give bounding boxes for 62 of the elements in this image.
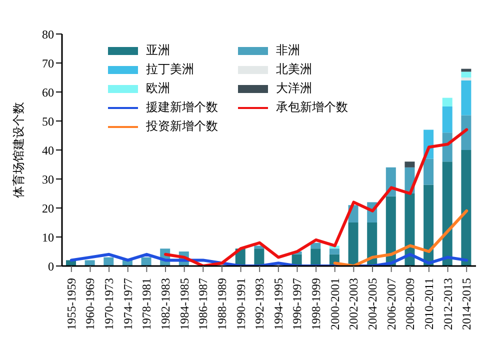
y-tick-label: 60 (42, 85, 54, 100)
x-tick-label: 1978-1981 (140, 278, 154, 330)
bar (310, 248, 321, 266)
bar (348, 222, 358, 266)
bar (461, 80, 472, 116)
x-tick-label: 1970-1973 (102, 278, 116, 330)
bar (254, 248, 264, 266)
legend-label: 北美洲 (276, 61, 312, 78)
y-tick-label: 70 (42, 56, 54, 70)
legend-label: 承包新增个数 (276, 99, 348, 116)
bar (442, 106, 452, 133)
x-tick-label: 1990-1991 (234, 278, 248, 330)
x-tick-label: 1988-1989 (214, 278, 229, 330)
x-tick-label: 2002-2003 (346, 278, 361, 330)
line-series (333, 209, 468, 266)
y-tick-label: 50 (42, 114, 54, 128)
bar (442, 98, 452, 106)
x-tick-label: 1974-1977 (120, 278, 135, 330)
legend-label: 欧洲 (146, 80, 170, 97)
legend-label: 援建新增个数 (146, 99, 218, 116)
y-tick-label: 0 (48, 259, 54, 274)
bar (461, 72, 472, 78)
bar (141, 257, 152, 266)
bar (442, 162, 452, 266)
legend-label: 非洲 (276, 42, 300, 59)
x-tick-label: 2014-2015 (460, 278, 474, 330)
y-tick-label: 20 (42, 201, 54, 216)
y-tick-label: 40 (42, 143, 54, 158)
x-tick-label: 2010-2011 (422, 278, 436, 330)
y-tick-label: 30 (42, 172, 54, 186)
line-series (70, 252, 468, 266)
x-tick-label: 2004-2005 (366, 278, 380, 330)
legend-label: 亚洲 (146, 42, 170, 59)
bar (404, 162, 415, 168)
y-axis-title: 体育场馆建设个数 (11, 102, 26, 198)
x-tick-label: 2012-2013 (440, 278, 455, 330)
y-tick-label: 10 (42, 230, 54, 244)
x-tick-label: 1986-1987 (196, 278, 210, 330)
bar (386, 196, 396, 266)
x-tick-label: 1960-1969 (83, 278, 98, 330)
x-tick-label: 2000-2001 (328, 278, 342, 330)
x-tick-label: 1955-1959 (64, 278, 78, 330)
legend-label: 拉丁美洲 (146, 61, 194, 78)
x-tick-label: 1994-1995 (271, 278, 286, 330)
legend-label: 大洋洲 (276, 80, 312, 97)
y-tick-label: 80 (42, 27, 54, 42)
x-tick-label: 1998-1999 (309, 278, 324, 330)
x-tick-label: 2006-2007 (384, 278, 398, 330)
bar (329, 248, 340, 254)
x-tick-label: 1992-1993 (252, 278, 267, 330)
bar (424, 158, 434, 185)
x-tick-label: 1996-1997 (290, 278, 304, 330)
x-tick-label: 1984-1985 (177, 278, 192, 330)
x-tick-label: 2008-2009 (403, 278, 418, 330)
bar (461, 150, 472, 266)
bar (461, 115, 472, 150)
legend-label: 投资新增个数 (146, 118, 218, 135)
x-tick-label: 1982-1983 (158, 278, 172, 330)
bar (84, 260, 95, 266)
bar (461, 78, 472, 80)
bar (424, 184, 434, 266)
bar (104, 257, 114, 266)
